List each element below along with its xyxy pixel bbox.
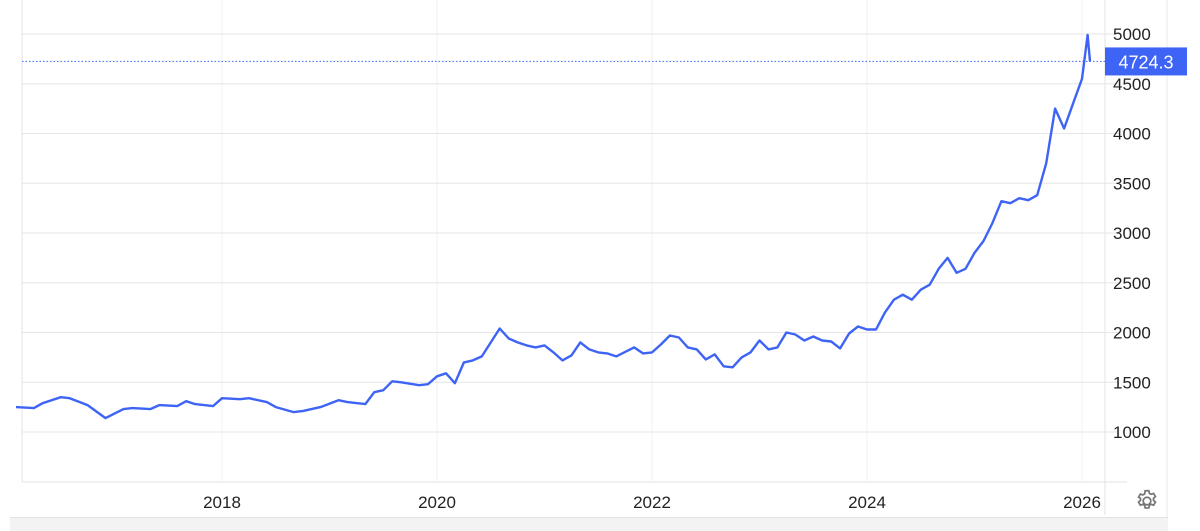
settings-gear-icon[interactable] (1134, 488, 1160, 514)
x-tick-label: 2020 (418, 493, 456, 512)
x-tick-label: 2024 (848, 493, 886, 512)
x-tick-label: 2022 (633, 493, 671, 512)
y-tick-label: 1000 (1113, 423, 1151, 442)
x-tick-label: 2026 (1063, 493, 1101, 512)
y-tick-label: 3000 (1113, 224, 1151, 243)
price-series-line (15, 33, 1092, 420)
y-tick-label: 2000 (1113, 324, 1151, 343)
x-tick-label: 2018 (203, 493, 241, 512)
y-tick-label: 5000 (1113, 25, 1151, 44)
y-tick-label: 4500 (1113, 75, 1151, 94)
chart-footer-bar (10, 517, 1168, 531)
last-value-label: 4724.3 (1118, 52, 1173, 72)
y-tick-label: 1500 (1113, 373, 1151, 392)
last-value-badge (1105, 47, 1187, 76)
y-tick-label: 3500 (1113, 174, 1151, 193)
y-tick-label: 2500 (1113, 274, 1151, 293)
y-tick-label: 4000 (1113, 125, 1151, 144)
